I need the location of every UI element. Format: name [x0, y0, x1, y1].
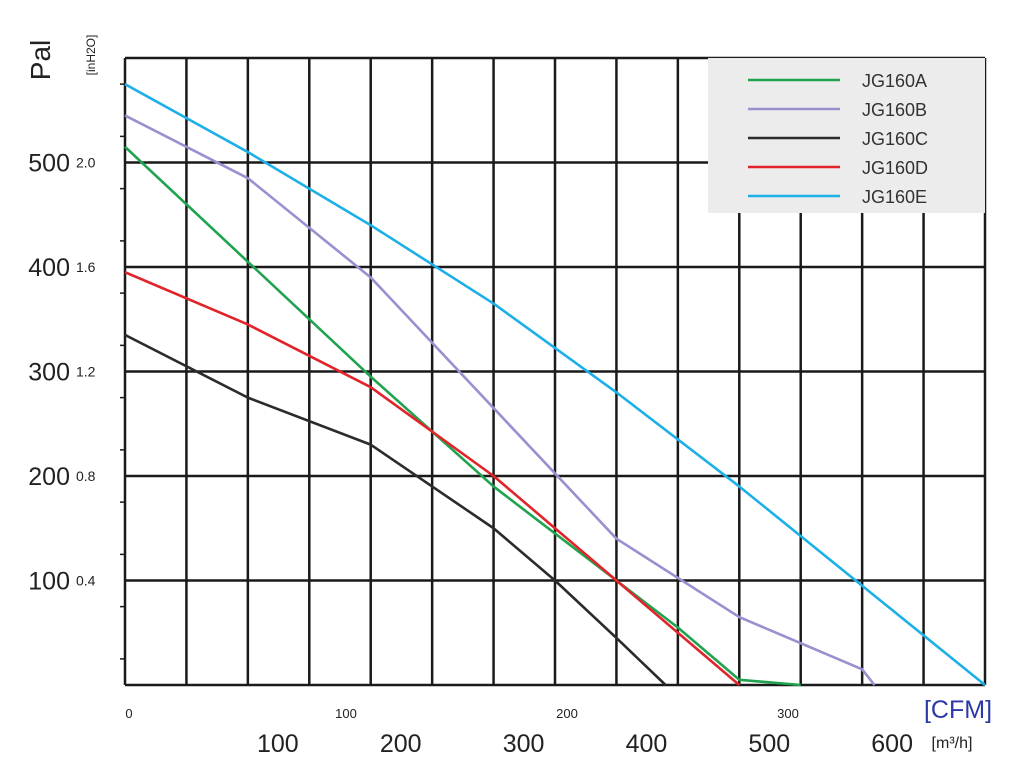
- y-axis-label-pa: Pal: [25, 40, 56, 80]
- x-axis-label-m3h: [m³/h]: [932, 735, 973, 752]
- y-tick-pa: 100: [28, 568, 70, 596]
- legend-label: JG160A: [862, 71, 927, 91]
- series-line-jg160b: [124, 114, 876, 686]
- legend-label: JG160E: [862, 187, 927, 207]
- y-tick-inh2o: 2.0: [76, 155, 96, 171]
- x-tick-m3h: 200: [380, 730, 422, 758]
- series-line-jg160a: [124, 145, 801, 687]
- x-axis-label-cfm: [CFM]: [924, 696, 992, 724]
- x-tick-cfm: 0: [125, 706, 132, 721]
- y-tick-inh2o: 0.4: [76, 573, 96, 589]
- legend-label: JG160C: [862, 129, 928, 149]
- legend-label: JG160D: [862, 158, 928, 178]
- y-tick-inh2o: 0.8: [76, 468, 96, 484]
- legend: JG160A JG160B JG160C JG160D JG160E: [708, 58, 985, 213]
- series-line-jg160e: [124, 82, 986, 687]
- y-tick-pa: 500: [28, 150, 70, 178]
- y-axis-label-inh2o: [inH2O]: [84, 35, 98, 76]
- curves: [124, 82, 986, 687]
- y-tick-inh2o: 1.2: [76, 364, 96, 380]
- x-tick-cfm: 200: [556, 706, 578, 721]
- y-tick-pa: 200: [28, 463, 70, 491]
- x-tick-m3h: 300: [503, 730, 545, 758]
- axis-ticks: 100 0.4 200 0.8 300 1.2 400 1.6 500 2.0 100 200 300 4…: [28, 150, 913, 759]
- x-tick-cfm: 100: [335, 706, 357, 721]
- x-tick-m3h: 100: [257, 730, 299, 758]
- legend-label: JG160B: [862, 100, 927, 120]
- x-tick-m3h: 500: [748, 730, 790, 758]
- y-tick-inh2o: 1.6: [76, 259, 96, 275]
- y-tick-pa: 300: [28, 359, 70, 387]
- y-tick-pa: 400: [28, 254, 70, 282]
- legend-box: [708, 58, 985, 213]
- series-line-jg160d: [124, 271, 741, 686]
- x-tick-m3h: 600: [871, 730, 913, 758]
- x-tick-m3h: 400: [626, 730, 668, 758]
- series-line-jg160c: [124, 333, 667, 686]
- x-tick-cfm: 300: [777, 706, 799, 721]
